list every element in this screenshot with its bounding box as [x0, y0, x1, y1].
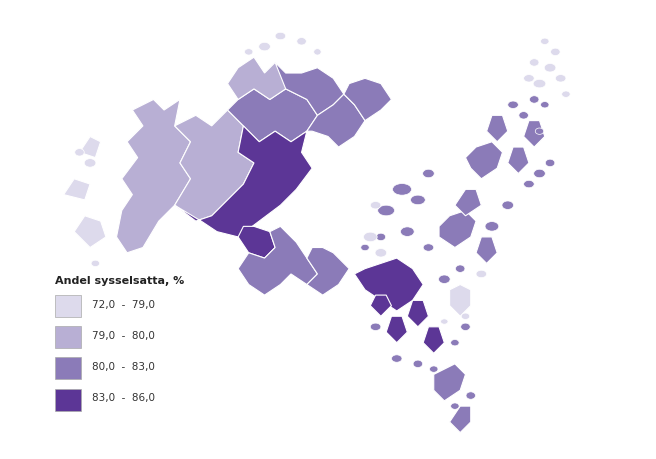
- FancyBboxPatch shape: [54, 326, 81, 348]
- Text: 72,0  -  79,0: 72,0 - 79,0: [92, 299, 155, 309]
- Polygon shape: [228, 58, 286, 100]
- Text: 79,0  -  80,0: 79,0 - 80,0: [92, 330, 155, 340]
- Polygon shape: [439, 211, 476, 248]
- Ellipse shape: [455, 265, 465, 273]
- Ellipse shape: [422, 170, 434, 179]
- Ellipse shape: [461, 324, 470, 331]
- Ellipse shape: [534, 170, 545, 179]
- Ellipse shape: [461, 313, 470, 320]
- Ellipse shape: [411, 196, 425, 205]
- FancyBboxPatch shape: [54, 358, 81, 380]
- Ellipse shape: [258, 43, 270, 52]
- Ellipse shape: [544, 64, 556, 73]
- FancyBboxPatch shape: [54, 295, 81, 317]
- Polygon shape: [386, 317, 407, 343]
- Ellipse shape: [297, 39, 306, 46]
- Ellipse shape: [392, 184, 411, 196]
- Polygon shape: [238, 227, 275, 258]
- Ellipse shape: [541, 39, 549, 45]
- Ellipse shape: [91, 261, 100, 267]
- Text: Andel sysselsatta, %: Andel sysselsatta, %: [54, 275, 184, 285]
- Ellipse shape: [370, 202, 381, 209]
- Ellipse shape: [545, 160, 555, 167]
- Ellipse shape: [529, 96, 539, 104]
- Polygon shape: [79, 137, 100, 158]
- Polygon shape: [354, 258, 423, 311]
- Polygon shape: [455, 190, 482, 216]
- Polygon shape: [476, 237, 497, 264]
- Text: 83,0  -  86,0: 83,0 - 86,0: [92, 392, 155, 403]
- Polygon shape: [434, 364, 466, 401]
- Polygon shape: [449, 406, 471, 433]
- Ellipse shape: [476, 271, 487, 278]
- Ellipse shape: [550, 49, 560, 56]
- Ellipse shape: [529, 60, 539, 67]
- Ellipse shape: [438, 275, 450, 284]
- Ellipse shape: [441, 319, 448, 325]
- Ellipse shape: [519, 112, 528, 120]
- Ellipse shape: [430, 366, 438, 372]
- Ellipse shape: [400, 227, 414, 237]
- Polygon shape: [307, 248, 349, 296]
- Ellipse shape: [84, 159, 96, 168]
- Ellipse shape: [363, 233, 377, 242]
- Ellipse shape: [535, 129, 544, 135]
- Polygon shape: [423, 327, 444, 353]
- Ellipse shape: [361, 245, 369, 251]
- Ellipse shape: [375, 249, 386, 257]
- Ellipse shape: [523, 75, 534, 83]
- Ellipse shape: [502, 202, 514, 210]
- Ellipse shape: [466, 392, 476, 399]
- Ellipse shape: [556, 75, 566, 83]
- Polygon shape: [275, 63, 344, 116]
- Ellipse shape: [541, 102, 549, 109]
- Text: 80,0  -  83,0: 80,0 - 83,0: [92, 361, 155, 371]
- Polygon shape: [523, 121, 544, 148]
- Polygon shape: [407, 301, 428, 327]
- Polygon shape: [117, 100, 190, 253]
- Polygon shape: [487, 116, 508, 142]
- Ellipse shape: [523, 181, 534, 188]
- Ellipse shape: [413, 360, 422, 368]
- Ellipse shape: [508, 102, 518, 109]
- Polygon shape: [64, 179, 90, 201]
- Ellipse shape: [423, 244, 434, 252]
- Polygon shape: [508, 148, 529, 174]
- Ellipse shape: [485, 222, 499, 232]
- Ellipse shape: [533, 80, 546, 89]
- Ellipse shape: [376, 234, 386, 241]
- Polygon shape: [174, 127, 312, 237]
- Polygon shape: [238, 227, 318, 296]
- Polygon shape: [344, 79, 392, 121]
- Polygon shape: [228, 90, 318, 142]
- Polygon shape: [449, 285, 471, 317]
- Ellipse shape: [314, 50, 321, 56]
- Ellipse shape: [451, 340, 459, 346]
- Ellipse shape: [275, 33, 286, 41]
- Ellipse shape: [245, 50, 253, 56]
- Polygon shape: [174, 111, 254, 222]
- Polygon shape: [370, 296, 392, 317]
- Ellipse shape: [75, 149, 84, 157]
- FancyBboxPatch shape: [54, 389, 81, 411]
- Polygon shape: [466, 142, 502, 179]
- Ellipse shape: [562, 92, 570, 98]
- Ellipse shape: [451, 403, 459, 409]
- Ellipse shape: [392, 355, 402, 363]
- Polygon shape: [307, 95, 365, 148]
- Ellipse shape: [378, 206, 395, 216]
- Polygon shape: [74, 216, 106, 248]
- Ellipse shape: [370, 324, 381, 331]
